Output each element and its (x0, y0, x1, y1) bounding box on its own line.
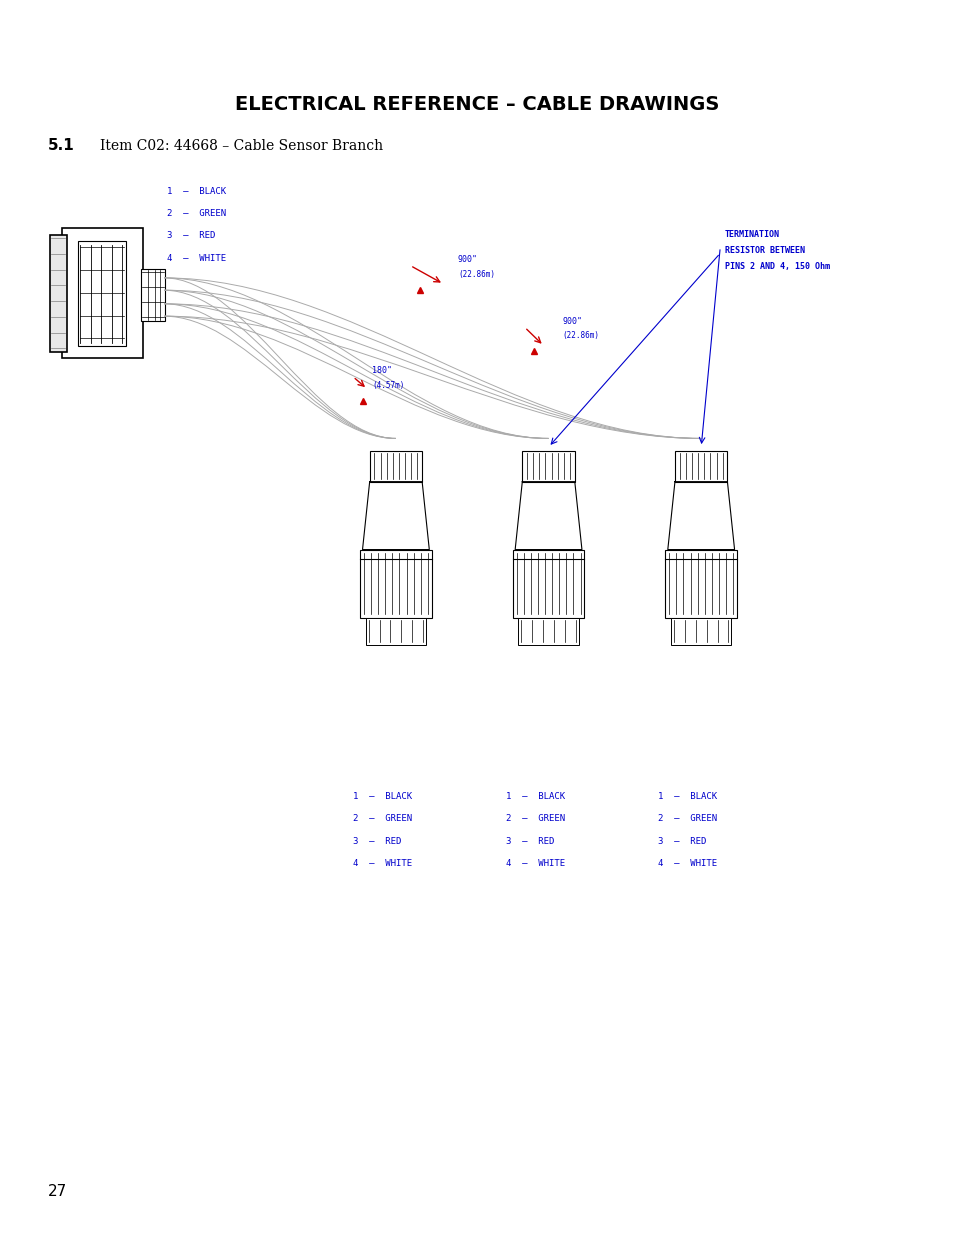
Text: PINS 2 AND 4, 150 Ohm: PINS 2 AND 4, 150 Ohm (724, 262, 829, 272)
Text: 2  –  GREEN: 2 – GREEN (658, 814, 717, 824)
Text: TERMINATION: TERMINATION (724, 230, 780, 240)
Text: Item C02: 44668 – Cable Sensor Branch: Item C02: 44668 – Cable Sensor Branch (100, 138, 383, 153)
Text: 4  –  WHITE: 4 – WHITE (167, 253, 226, 263)
Text: 2  –  GREEN: 2 – GREEN (167, 209, 226, 219)
FancyBboxPatch shape (512, 550, 583, 618)
FancyBboxPatch shape (670, 618, 731, 645)
Text: 3  –  RED: 3 – RED (167, 231, 215, 241)
FancyBboxPatch shape (62, 228, 143, 358)
FancyBboxPatch shape (78, 241, 126, 346)
Text: 3  –  RED: 3 – RED (505, 836, 554, 846)
FancyBboxPatch shape (365, 618, 425, 645)
Text: 4  –  WHITE: 4 – WHITE (505, 858, 564, 868)
Text: 1  –  BLACK: 1 – BLACK (167, 186, 226, 196)
Text: RESISTOR BETWEEN: RESISTOR BETWEEN (724, 246, 804, 256)
Text: 1  –  BLACK: 1 – BLACK (658, 792, 717, 802)
FancyBboxPatch shape (665, 550, 736, 618)
Text: 3  –  RED: 3 – RED (353, 836, 401, 846)
Text: 2  –  GREEN: 2 – GREEN (505, 814, 564, 824)
Text: 2  –  GREEN: 2 – GREEN (353, 814, 412, 824)
Text: 5.1: 5.1 (48, 138, 74, 153)
Text: 4  –  WHITE: 4 – WHITE (658, 858, 717, 868)
FancyBboxPatch shape (369, 451, 421, 482)
Text: 27: 27 (48, 1184, 67, 1199)
FancyBboxPatch shape (518, 618, 578, 645)
Text: 3  –  RED: 3 – RED (658, 836, 706, 846)
Text: (22.86m): (22.86m) (562, 331, 599, 341)
FancyBboxPatch shape (141, 269, 165, 321)
FancyBboxPatch shape (674, 451, 726, 482)
Text: 4  –  WHITE: 4 – WHITE (353, 858, 412, 868)
FancyBboxPatch shape (522, 451, 574, 482)
Text: ELECTRICAL REFERENCE – CABLE DRAWINGS: ELECTRICAL REFERENCE – CABLE DRAWINGS (234, 95, 719, 115)
Text: 1  –  BLACK: 1 – BLACK (505, 792, 564, 802)
Text: 180": 180" (372, 366, 392, 375)
Text: (4.57m): (4.57m) (372, 380, 404, 390)
Text: 900": 900" (457, 254, 477, 264)
Text: 900": 900" (562, 316, 582, 326)
FancyBboxPatch shape (359, 550, 431, 618)
FancyBboxPatch shape (50, 235, 67, 352)
Text: (22.86m): (22.86m) (457, 269, 495, 279)
Text: 1  –  BLACK: 1 – BLACK (353, 792, 412, 802)
